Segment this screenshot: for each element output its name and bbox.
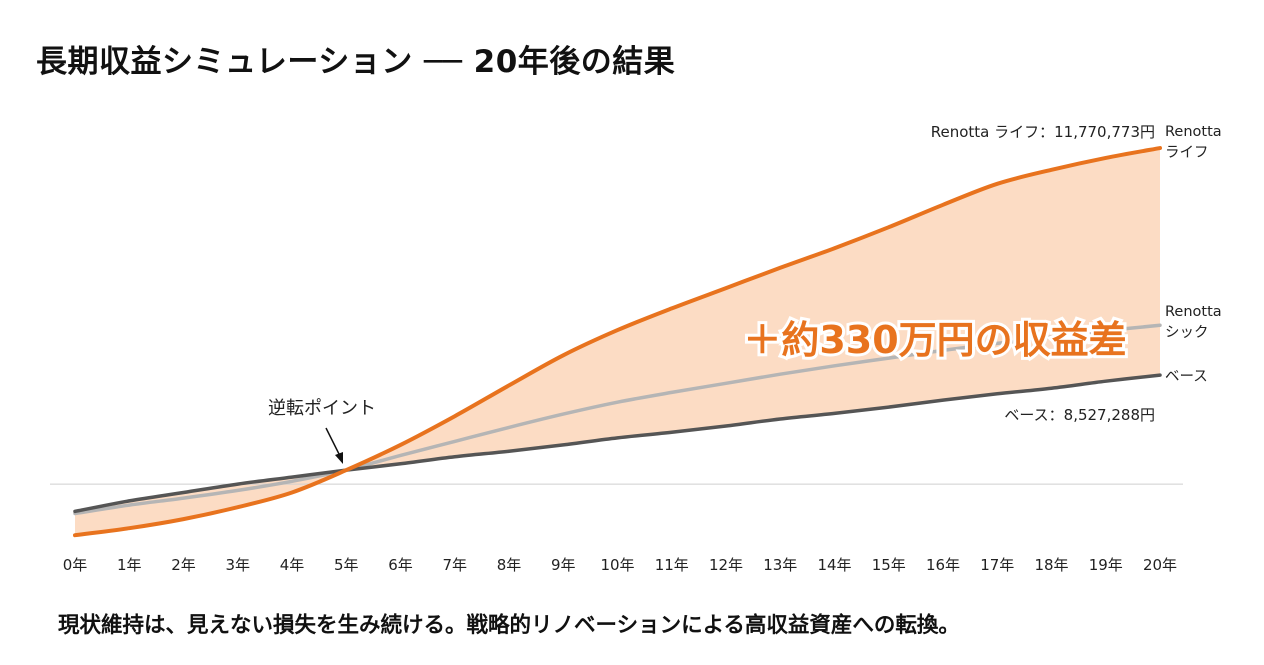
page-title: 長期収益シミュレーション ── 20年後の結果 [36,44,676,80]
x-tick-label: 3年 [225,556,250,574]
x-tick-label: 8年 [497,556,522,574]
crossover-annotation: 逆転ポイント [268,398,376,419]
value-label-base: ベース：8,527,288円 [1004,406,1155,424]
x-tick-label: 17年 [980,556,1014,574]
x-tick-label: 2年 [171,556,196,574]
x-tick-label: 15年 [872,556,906,574]
x-tick-label: 5年 [334,556,359,574]
end-label-life-2: ライフ [1165,145,1209,161]
arrow-icon [325,427,343,464]
x-tick-label: 12年 [709,556,743,574]
end-label-base: ベース [1165,369,1208,385]
x-tick-label: 10年 [600,556,634,574]
series-line-renotta-life [73,146,1162,538]
series-line-renotta-shikku [73,323,1162,516]
x-tick-label: 4年 [280,556,305,574]
x-tick-label: 6年 [388,556,413,574]
value-label-life: Renotta ライフ：11,770,773円 [931,123,1155,141]
x-tick-label: 7年 [442,556,467,574]
x-tick-label: 20年 [1143,556,1177,574]
x-tick-label: 18年 [1034,556,1068,574]
x-tick-label: 9年 [551,556,576,574]
end-label-shikku-1: Renotta [1165,304,1222,320]
x-tick-label: 19年 [1089,556,1123,574]
x-tick-label: 14年 [817,556,851,574]
series-line-base [73,373,1162,514]
x-tick-label: 1年 [117,556,142,574]
x-tick-label: 11年 [655,556,689,574]
x-tick-label: 13年 [763,556,797,574]
end-label-shikku-2: シック [1165,324,1209,341]
difference-annotation: ＋約330万円の収益差 [743,318,1126,362]
caption: 現状維持は、見えない損失を生み続ける。戦略的リノベーションによる高収益資産への転… [58,613,960,638]
x-tick-label: 0年 [63,556,88,574]
x-tick-label: 16年 [926,556,960,574]
difference-fill-area [75,148,1160,536]
end-label-life-1: Renotta [1165,124,1222,140]
